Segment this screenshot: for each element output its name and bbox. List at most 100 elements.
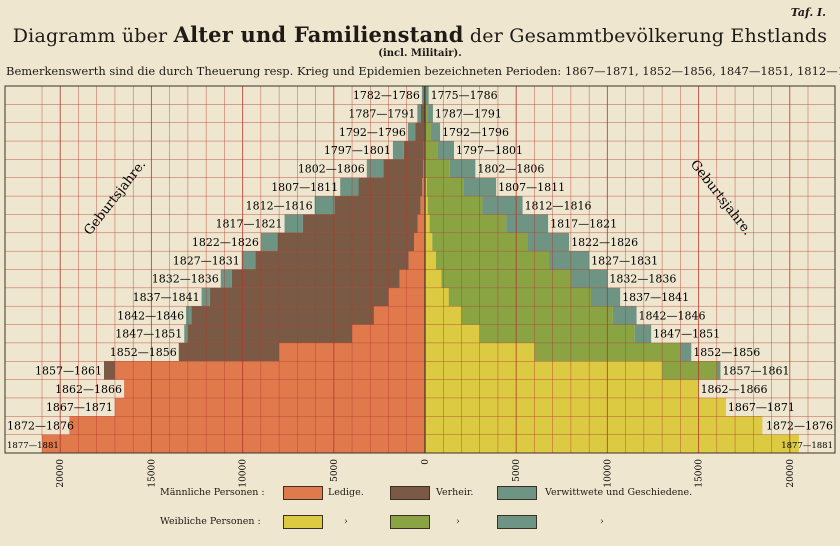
bar-female-single (425, 379, 699, 398)
legend-ditto-2: › (456, 516, 460, 527)
bar-male-married (191, 306, 374, 325)
title-part-b: Alter und Familienstand (173, 22, 464, 47)
bar-female-single (425, 251, 436, 270)
bar-male-single (69, 416, 425, 435)
swatch-male-widowed (497, 486, 537, 500)
swatch-female-widowed (497, 515, 537, 529)
bar-male-married (209, 287, 389, 307)
bar-female-single (425, 416, 763, 435)
swatch-female-single (283, 515, 323, 529)
bar-male-single (42, 434, 425, 453)
row-label-right: 1787—1791 (435, 108, 502, 121)
bar-female-married (425, 141, 438, 160)
row-label-right: 1812—1816 (525, 199, 592, 212)
bar-male-widowed (340, 177, 359, 197)
x-tick-label: 10000 (239, 459, 249, 488)
bar-female-widowed (482, 196, 523, 215)
bar-female-widowed (716, 361, 721, 380)
bar-female-widowed (427, 104, 433, 123)
bar-male-single (414, 232, 425, 252)
row-label-left: 1802—1806 (298, 163, 365, 176)
bar-female-married (429, 214, 507, 233)
bar-female-widowed (612, 306, 637, 325)
bar-male-married (104, 361, 115, 380)
bar-female-married (461, 306, 613, 325)
bar-female-single (425, 196, 428, 215)
x-tick-label: 15000 (147, 459, 157, 488)
row-label-right: 1842—1846 (639, 309, 706, 322)
x-tick-label: 20000 (56, 459, 66, 488)
bar-male-widowed (417, 104, 421, 123)
bar-female-widowed (527, 232, 570, 252)
bar-male-married (415, 122, 425, 142)
row-label-left: 1867—1871 (46, 401, 113, 414)
row-label-left: 1807—1811 (271, 181, 338, 194)
bar-male-married (358, 177, 423, 197)
bar-female-married (435, 251, 550, 270)
x-tick-label: 20000 (786, 459, 796, 488)
bar-female-married (426, 159, 450, 178)
row-label-left: 1847—1851 (115, 328, 182, 341)
x-tick-label: 5000 (330, 459, 340, 482)
row-label-right: 1832—1836 (609, 273, 676, 286)
bar-male-widowed (241, 251, 256, 270)
row-label-left: 1792—1796 (339, 126, 406, 139)
bar-male-widowed (421, 86, 424, 105)
title-part-a: Diagramm über (12, 25, 168, 47)
row-label-left: 1827—1831 (173, 254, 240, 267)
bar-male-single (399, 269, 425, 288)
bar-female-single (425, 177, 427, 197)
bar-female-married (425, 122, 431, 142)
row-label-left: 1782—1786 (353, 89, 420, 102)
bar-female-widowed (549, 251, 590, 270)
bar-female-single (425, 269, 442, 288)
plate-number: Taf. I. (790, 6, 826, 19)
swatch-male-single (283, 486, 323, 500)
bar-male-widowed (314, 196, 335, 215)
row-label-left: 1797—1801 (324, 144, 391, 157)
legend-male-label: Männliche Personen : (160, 487, 265, 498)
row-label-right: 1807—1811 (498, 181, 565, 194)
swatch-male-married (390, 486, 430, 500)
bar-male-single (114, 361, 425, 380)
bar-male-married (420, 104, 425, 123)
bar-female-widowed (680, 342, 692, 362)
bar-male-single (420, 196, 425, 215)
bar-female-married (425, 104, 428, 123)
legend-single-label: Ledige. (328, 487, 364, 498)
bar-female-single (425, 214, 430, 233)
bar-male-widowed (260, 232, 278, 252)
legend-ditto-1: › (344, 516, 348, 527)
row-label-right: 1775—1786 (431, 89, 498, 102)
x-tick-label: 15000 (695, 459, 705, 488)
title-part-c: der Gesammtbevölkerung Ehstlands (469, 25, 828, 47)
bar-male-married (187, 324, 353, 343)
row-label-left: 1832—1836 (152, 273, 219, 286)
bar-male-married (334, 196, 421, 215)
bar-male-married (277, 232, 415, 252)
bar-male-widowed (392, 141, 404, 160)
bar-female-married (448, 287, 591, 307)
legend-female-label: Weibliche Personen : (160, 516, 261, 527)
bar-female-single (425, 324, 480, 343)
row-label-right: 1872—1876 (766, 419, 833, 432)
bar-male-single (124, 379, 426, 398)
row-label-left: 1842—1846 (117, 309, 184, 322)
bar-female-married (426, 177, 464, 197)
bar-female-widowed (425, 86, 429, 105)
legend-ditto-3: › (600, 516, 604, 527)
bar-female-married (441, 269, 571, 288)
x-tick-label: 5000 (512, 459, 522, 482)
row-label-right: 1857—1861 (722, 364, 789, 377)
row-label-right: 1867—1871 (728, 401, 795, 414)
bar-female-widowed (634, 324, 652, 343)
row-label-left: 1812—1816 (246, 199, 313, 212)
bar-female-widowed (449, 159, 476, 178)
row-label-left: 1822—1826 (192, 236, 259, 249)
bar-male-married (255, 251, 409, 270)
bar-male-widowed (284, 214, 303, 233)
bar-male-single (417, 214, 425, 233)
bar-female-widowed (506, 214, 549, 233)
row-label-left: 1852—1856 (110, 346, 177, 359)
